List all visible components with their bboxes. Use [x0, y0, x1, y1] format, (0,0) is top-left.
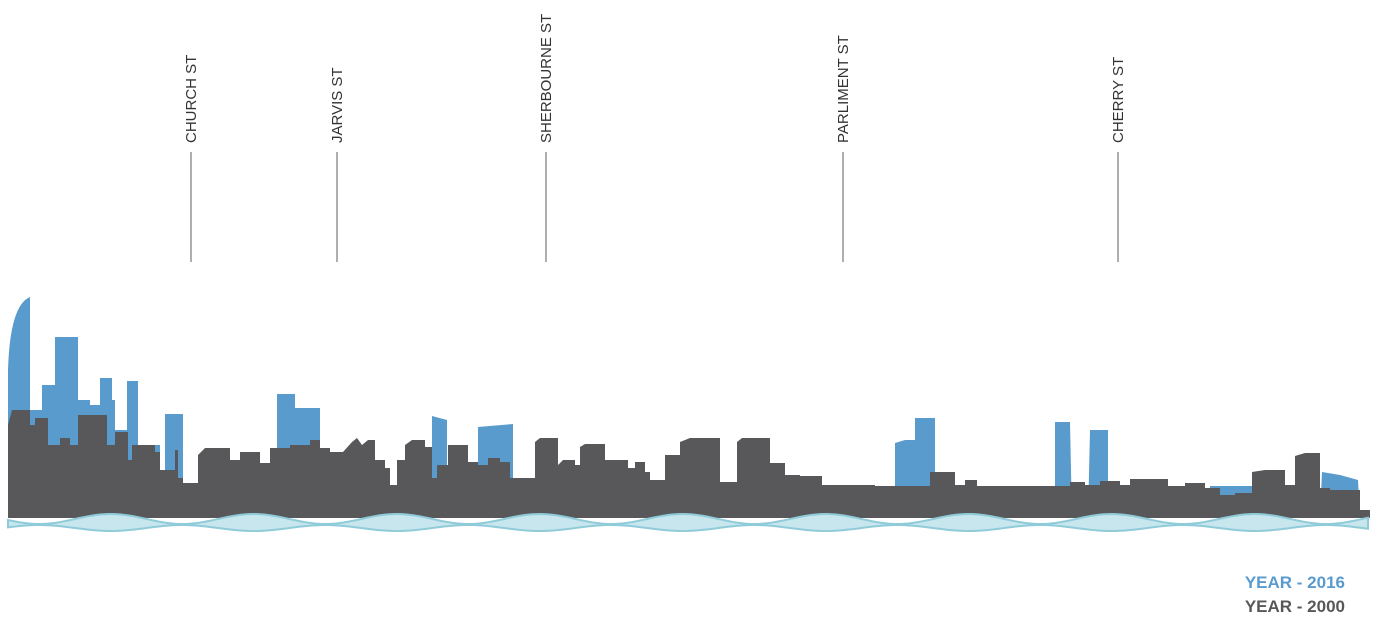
- legend-2000: YEAR - 2000: [1245, 597, 1345, 616]
- legend-2016: YEAR - 2016: [1245, 573, 1345, 592]
- street-markers: CHURCH ST JARVIS ST SHERBOURNE ST PARLIMENT…: [183, 14, 1127, 262]
- street-label: JARVIS ST: [329, 67, 346, 143]
- street-label: SHERBOURNE ST: [538, 14, 555, 143]
- street-label: CHERRY ST: [1110, 57, 1127, 143]
- skyline-2000: [8, 410, 1370, 518]
- street-label: CHURCH ST: [183, 55, 200, 143]
- street-label: PARLIMENT ST: [835, 35, 852, 143]
- water: [7, 512, 1369, 533]
